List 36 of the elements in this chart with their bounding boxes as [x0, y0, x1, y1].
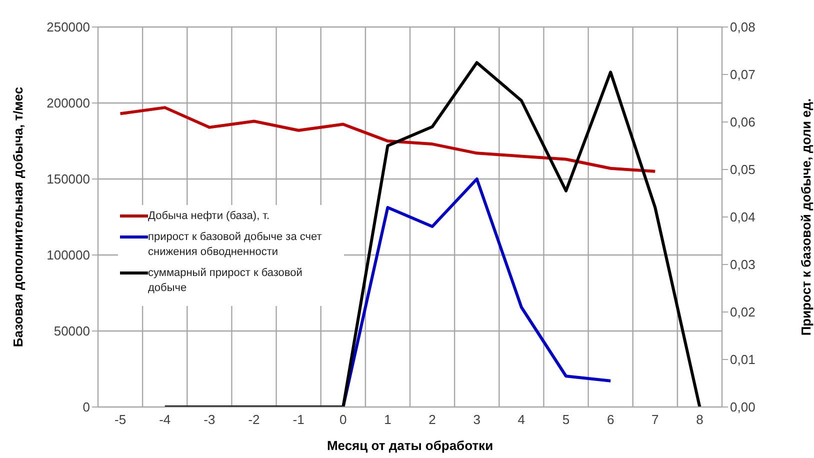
y-tick-label: 150000 — [46, 172, 90, 187]
y2-tick-label: 0,03 — [730, 257, 756, 272]
y-tick-label: 200000 — [46, 96, 90, 111]
y2-tick-label: 0,07 — [730, 67, 756, 82]
x-tick-label: -5 — [114, 412, 126, 428]
x-tick-label: 4 — [518, 412, 526, 428]
x-tick-label: 3 — [473, 412, 480, 428]
y2-tick-label: 0,00 — [730, 400, 756, 415]
y2-tick-label: 0,02 — [730, 304, 756, 320]
x-tick-label: 8 — [696, 412, 704, 428]
x-tick-label: -4 — [159, 412, 171, 428]
legend-label: прирост к базовой добыче за счет снижения обводненности — [148, 230, 323, 260]
y-tick-label: 100000 — [46, 248, 90, 263]
legend-label: Добыча нефти (база), т. — [148, 209, 270, 224]
x-tick-label: 5 — [562, 412, 570, 428]
y2-tick-label: 0,08 — [730, 20, 756, 35]
y-tick-label: 50000 — [54, 324, 90, 339]
x-tick-label: 1 — [384, 412, 392, 428]
x-tick-label: -3 — [204, 412, 216, 428]
line-series — [118, 106, 657, 173]
y2-tick-label: 0,06 — [730, 114, 756, 130]
y-tick-label: 250000 — [46, 20, 90, 35]
x-tick-label: 6 — [606, 412, 614, 428]
y2-axis-title: Прирост к базовой добыче, доли ед. — [798, 98, 814, 336]
y-tick-label: 0 — [82, 400, 90, 415]
y-axis-title: Базовая дополнительная добыча, т/мес — [10, 86, 26, 348]
y2-tick-label: 0,04 — [730, 210, 756, 225]
x-tick-label: 2 — [428, 412, 436, 428]
x-tick-label: -1 — [292, 412, 304, 428]
legend-label: суммарный прирост к базовой добыче — [148, 266, 304, 296]
y2-tick-label: 0,05 — [730, 162, 756, 178]
y2-tick-label: 0,01 — [730, 352, 756, 368]
x-tick-label: 0 — [340, 412, 347, 428]
x-tick-label: -2 — [248, 412, 260, 428]
x-tick-label: 7 — [652, 412, 659, 428]
x-axis-title: Месяц от даты обработки — [326, 438, 494, 453]
